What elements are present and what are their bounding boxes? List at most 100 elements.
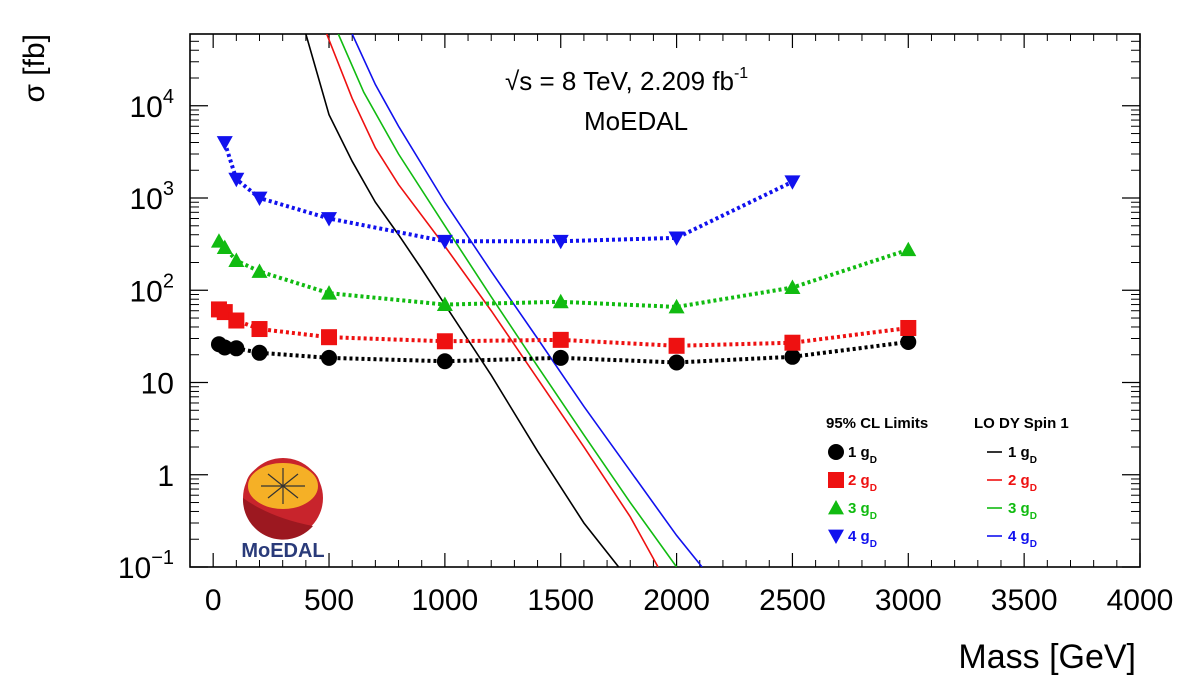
x-tick-labels: 0 500 1000 1500 2000 2500 3000 3500 4000	[205, 584, 1174, 617]
limit-point-2gD	[784, 334, 801, 351]
legend-theory-name: 3 g	[1008, 500, 1030, 517]
theory-line-4gD	[351, 34, 703, 567]
limit-point-3gD	[436, 296, 453, 311]
limit-line-3gD	[217, 239, 909, 309]
legend-theory-label: 3 gD	[1008, 500, 1037, 522]
x-tick-label: 2000	[643, 584, 710, 617]
legend-limit-sub: D	[870, 511, 877, 522]
plot-frame	[189, 33, 1141, 568]
limit-point-2gD	[552, 331, 569, 348]
legend-theory-sub: D	[1030, 511, 1037, 522]
limit-point-1gD	[552, 349, 569, 366]
y-tick-base: 10	[118, 552, 151, 585]
legend-theory-sub: D	[1030, 455, 1037, 466]
y-tick-exponent: −1	[151, 547, 174, 569]
legend-limit-name: 4 g	[848, 528, 870, 545]
legend-marker-1gD	[828, 444, 844, 460]
x-tick-label: 4000	[1107, 584, 1174, 617]
theory-line-2gD	[325, 34, 659, 567]
limit-markers	[210, 136, 917, 371]
legend-marker-4gD	[828, 529, 844, 544]
limit-point-2gD	[668, 337, 685, 354]
limit-point-2gD	[900, 319, 917, 336]
legend-theory-label: 2 gD	[1008, 472, 1037, 494]
legend-theory-title: LO DY Spin 1	[974, 415, 1069, 432]
legend-limits-title: 95% CL Limits	[826, 415, 928, 432]
legend-limit-name: 3 g	[848, 500, 870, 517]
limit-point-2gD	[436, 333, 453, 350]
y-axis-label: σ [fb]	[18, 34, 51, 103]
limit-point-3gD	[900, 241, 917, 257]
limit-point-3gD	[321, 285, 338, 300]
chart-title: √s = 8 TeV, 2.209 fb-1	[505, 65, 748, 96]
y-tick-label: 10−1	[118, 547, 174, 585]
y-tick-base: 10	[130, 183, 163, 216]
limit-point-1gD	[784, 348, 801, 365]
limit-point-4gD	[668, 231, 685, 246]
axis-ticks	[189, 33, 1141, 568]
legend-marker-2gD	[828, 472, 844, 488]
theory-lines	[305, 34, 703, 567]
limit-point-4gD	[436, 234, 453, 250]
x-tick-label: 500	[304, 584, 354, 617]
y-tick-label: 104	[130, 86, 175, 124]
limit-point-4gD	[228, 172, 245, 188]
legend-limit-sub: D	[870, 483, 877, 494]
legend-limit-name: 2 g	[848, 472, 870, 489]
y-tick-label: 10	[141, 368, 174, 401]
legend-limit-label: 1 gD	[848, 444, 877, 466]
y-tick-label: 102	[130, 270, 175, 308]
y-tick-base: 10	[141, 368, 174, 401]
logo-arrows-icon	[261, 468, 305, 504]
title-text: √s = 8 TeV, 2.209 fb	[505, 66, 734, 96]
x-axis-label: Mass [GeV]	[958, 638, 1136, 675]
limit-point-3gD	[552, 293, 569, 309]
legend-limit-sub: D	[870, 539, 877, 550]
y-tick-exponent: 3	[163, 178, 174, 200]
limit-point-3gD	[228, 252, 245, 267]
x-tick-label: 1500	[527, 584, 594, 617]
legend-marker-3gD	[828, 500, 844, 515]
legend-theory-label: 1 gD	[1008, 444, 1037, 466]
logo-text: MoEDAL	[241, 540, 324, 562]
x-tick-label: 3000	[875, 584, 942, 617]
legend-limit-label: 4 gD	[848, 528, 877, 550]
limit-point-1gD	[321, 349, 338, 366]
limit-line-4gD	[222, 141, 794, 244]
limit-point-1gD	[668, 354, 685, 371]
logo-shadow	[242, 498, 313, 540]
limit-point-2gD	[251, 321, 268, 338]
legend: 1 gD2 gD3 gD4 gD1 gD2 gD3 gD4 gD	[828, 444, 1037, 550]
limit-point-4gD	[251, 191, 268, 207]
theory-line-1gD	[305, 34, 620, 567]
limit-point-4gD	[784, 175, 801, 190]
moedal-logo: MoEDAL	[241, 458, 325, 562]
legend-limit-label: 2 gD	[848, 472, 877, 494]
y-tick-base: 10	[130, 91, 163, 124]
x-tick-label: 2500	[759, 584, 826, 617]
limit-point-1gD	[436, 353, 453, 370]
y-tick-label: 1	[157, 460, 174, 493]
limit-point-4gD	[321, 212, 338, 227]
limit-point-1gD	[900, 333, 917, 350]
theory-line-3gD	[337, 34, 678, 567]
legend-theory-name: 2 g	[1008, 472, 1030, 489]
limit-point-1gD	[228, 340, 245, 357]
x-tick-label: 1000	[412, 584, 479, 617]
y-tick-exponent: 4	[163, 86, 174, 108]
x-tick-label: 0	[205, 584, 222, 617]
chart-subtitle: MoEDAL	[584, 106, 688, 136]
legend-theory-name: 4 g	[1008, 528, 1030, 545]
limit-point-1gD	[251, 344, 268, 361]
title-superscript: -1	[734, 65, 748, 82]
legend-limit-label: 3 gD	[848, 500, 877, 522]
limit-point-3gD	[668, 298, 685, 314]
limit-point-2gD	[228, 312, 245, 329]
limit-point-3gD	[216, 239, 233, 255]
y-tick-label: 103	[130, 178, 175, 216]
legend-theory-label: 4 gD	[1008, 528, 1037, 550]
limit-point-4gD	[216, 136, 233, 151]
y-tick-base: 10	[130, 275, 163, 308]
